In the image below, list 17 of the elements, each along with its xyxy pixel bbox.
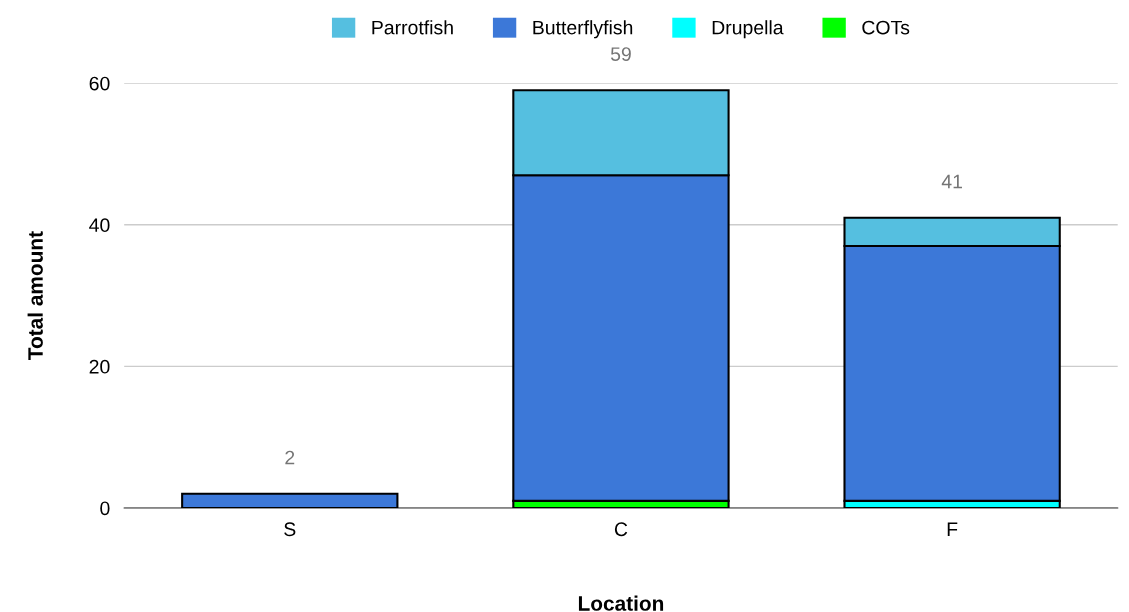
y-tick-label: 40 [89,218,110,233]
bar [181,492,399,508]
legend-label: Parrotfish [372,20,453,35]
legend-label: Butterflyfish [533,20,633,39]
legend-label: Drupella [712,20,784,39]
total-label: 59 [610,47,631,61]
y-tick-label: 60 [89,76,110,91]
legend-label: COTs [862,20,910,35]
x-axis-title: Location [578,595,664,611]
total-label: 2 [285,450,295,465]
x-tick-label: C [614,522,628,537]
y-axis-title: Total amount [27,231,43,360]
x-tick-label: S [284,522,296,537]
y-tick-label: 0 [100,501,110,516]
x-tick-label: F [947,522,958,536]
total-label: 41 [941,174,962,189]
y-tick-label: 20 [89,359,110,374]
